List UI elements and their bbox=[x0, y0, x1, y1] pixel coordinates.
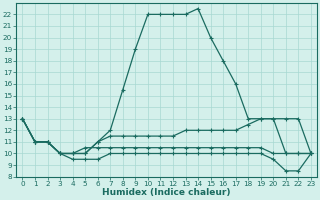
X-axis label: Humidex (Indice chaleur): Humidex (Indice chaleur) bbox=[102, 188, 231, 197]
